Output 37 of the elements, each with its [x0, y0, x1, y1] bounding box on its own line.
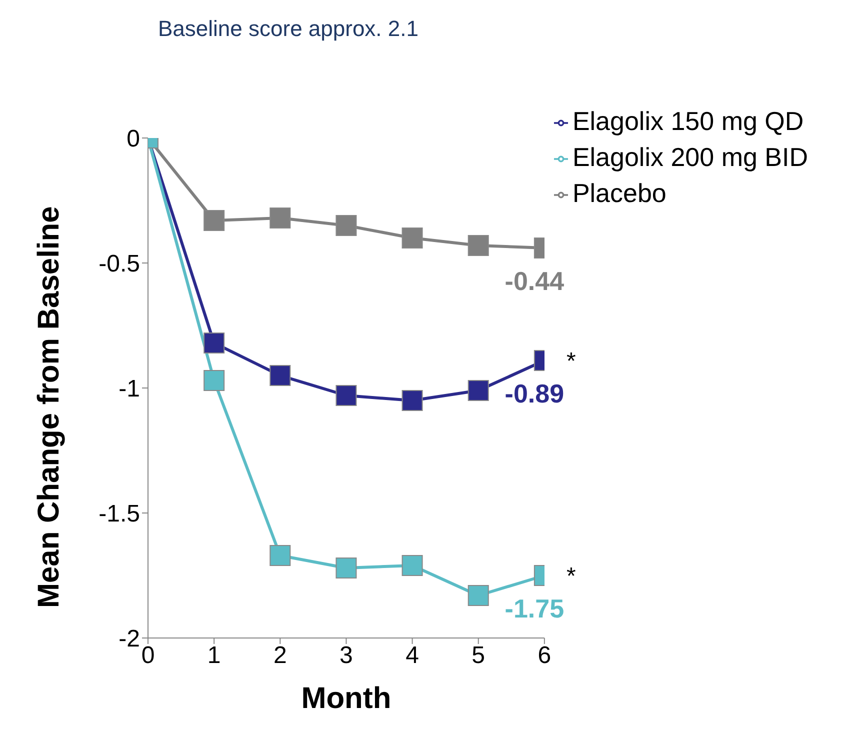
point [402, 555, 423, 576]
x-tick-label: 2 [273, 642, 287, 670]
y-axis-title: Mean Change from Baseline [32, 206, 66, 608]
point [468, 380, 489, 401]
y-tick-label: 0 [126, 126, 140, 153]
data-label: -0.89 [504, 378, 564, 408]
point [270, 545, 291, 566]
point [402, 228, 423, 248]
point [336, 558, 357, 578]
x-axis-title: Month [301, 682, 392, 715]
legend-label: Elagolix 150 mg QD [572, 106, 804, 136]
data-label: -1.75 [504, 594, 564, 624]
x-tick-label: 3 [340, 642, 353, 670]
point [336, 385, 357, 406]
y-tick-label: -0.5 [98, 250, 140, 278]
x-tick-label: 1 [207, 642, 221, 670]
y-tick-label: -1 [118, 376, 140, 403]
legend-label: Placebo [572, 178, 666, 208]
point [204, 370, 225, 391]
annotation: * [566, 348, 576, 376]
legend-label: Elagolix 200 mg BID [572, 142, 808, 172]
y-tick-label: -1.5 [98, 500, 140, 528]
point [402, 390, 423, 411]
x-tick-label: 6 [538, 642, 552, 670]
y-tick-label: -2 [118, 626, 140, 653]
point [468, 585, 489, 606]
point [204, 332, 225, 354]
point [336, 215, 357, 236]
point [204, 210, 225, 231]
point [270, 208, 291, 228]
x-tick-label: 5 [472, 642, 486, 670]
point [468, 235, 489, 256]
chart-title: Baseline score approx. 2.1 [158, 16, 418, 42]
data-label: -0.44 [504, 266, 565, 296]
x-tick-label: 4 [406, 642, 419, 670]
annotation: * [566, 563, 576, 590]
point [270, 365, 291, 386]
